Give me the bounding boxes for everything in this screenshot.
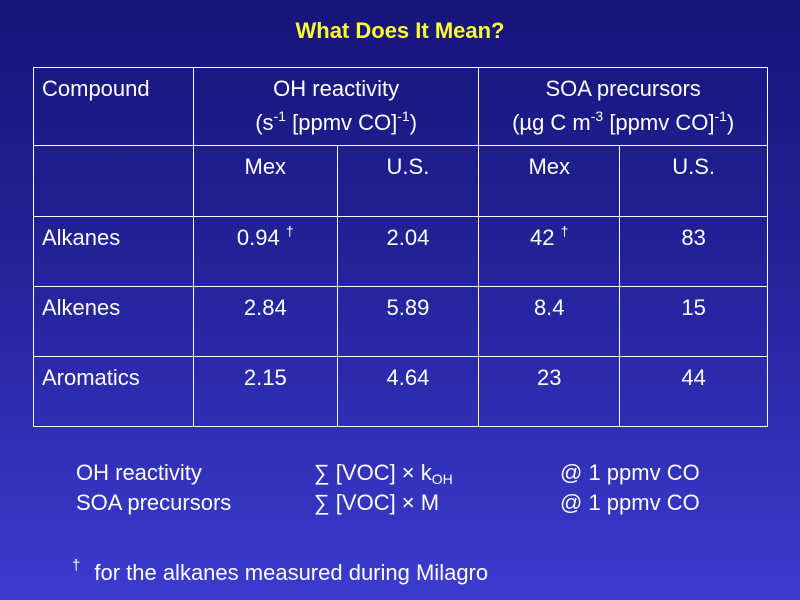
row-compound: Alkenes [33, 286, 194, 357]
group-name: SOA precursors [545, 76, 701, 101]
definition-condition: @ 1 ppmv CO [560, 460, 700, 485]
group-name: OH reactivity [273, 76, 400, 101]
sum-symbol: ∑ [314, 460, 330, 485]
definition-formula: ∑ [VOC] × kOH [314, 460, 453, 487]
header-compound: Compound [33, 67, 194, 146]
subheader-cell: U.S. [619, 145, 768, 217]
table-cell: 8.4 [478, 286, 621, 357]
table-cell: 5.89 [336, 286, 480, 357]
table-cell: 2.84 [192, 286, 338, 357]
definition-condition: @ 1 ppmv CO [560, 490, 700, 515]
table-cell: 0.94 † [192, 216, 338, 287]
definition-label: OH reactivity [76, 460, 202, 485]
table-cell: 2.04 [336, 216, 480, 287]
table-cell: 15 [619, 286, 768, 357]
table-cell: 44 [619, 356, 768, 427]
slide-title: What Does It Mean? [295, 18, 505, 43]
table-row: Aromatics 2.15 4.64 23 44 [33, 356, 768, 427]
table-cell: 23 [478, 356, 621, 427]
footnote-text: for the alkanes measured during Milagro [94, 560, 489, 585]
subheader-cell: Mex [192, 145, 338, 217]
group-unit: (s-1 [ppmv CO]-1) [255, 108, 418, 135]
table-cell: 42 † [478, 216, 621, 287]
footnote: † for the alkanes measured during Milagro [72, 557, 488, 586]
definition-label: SOA precursors [76, 490, 232, 515]
table-row: Alkenes 2.84 5.89 8.4 15 [33, 286, 768, 357]
data-table: Compound OH reactivity (s-1 [ppmv CO]-1)… [33, 67, 768, 427]
subheader-cell: U.S. [336, 145, 480, 217]
table-header-row: Compound OH reactivity (s-1 [ppmv CO]-1)… [33, 67, 768, 146]
dagger-mark: † [72, 557, 81, 574]
group-unit: (µg C m-3 [ppmv CO]-1) [512, 108, 735, 135]
row-compound: Alkanes [33, 216, 194, 287]
sum-symbol: ∑ [314, 490, 330, 515]
table-cell: 2.15 [192, 356, 338, 427]
header-soa-precursors: SOA precursors (µg C m-3 [ppmv CO]-1) [478, 67, 768, 146]
table-row: Alkanes 0.94 † 2.04 42 † 83 [33, 216, 768, 287]
table-cell: 4.64 [336, 356, 480, 427]
table-subheader-row: Mex U.S. Mex U.S. [33, 145, 768, 217]
header-oh-reactivity: OH reactivity (s-1 [ppmv CO]-1) [192, 67, 480, 146]
subheader-empty [33, 145, 194, 217]
row-compound: Aromatics [33, 356, 194, 427]
definition-formula: ∑ [VOC] × M [314, 490, 440, 515]
subheader-cell: Mex [478, 145, 621, 217]
table-cell: 83 [619, 216, 768, 287]
